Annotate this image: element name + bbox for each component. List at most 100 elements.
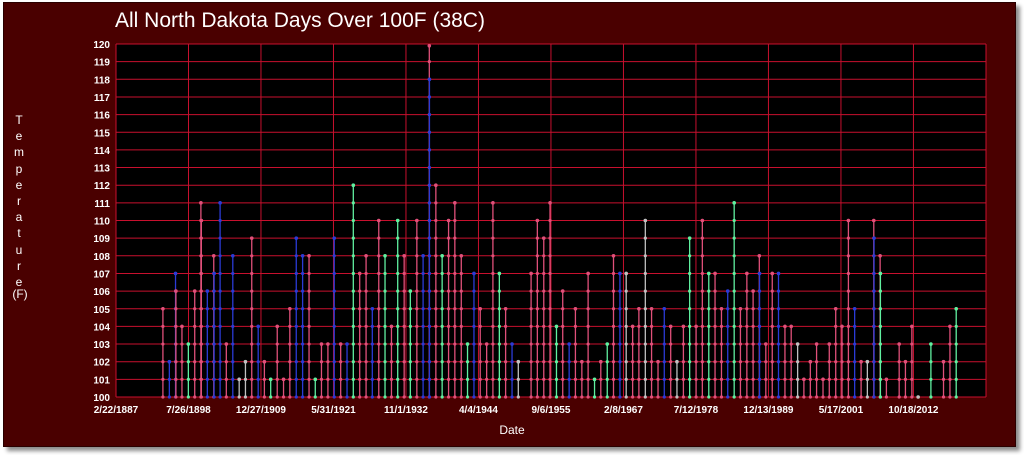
data-point bbox=[383, 342, 387, 346]
data-point bbox=[351, 324, 355, 328]
data-point bbox=[846, 360, 851, 364]
data-point bbox=[345, 377, 349, 381]
data-point bbox=[491, 201, 495, 205]
data-point bbox=[859, 377, 863, 381]
data-point bbox=[427, 183, 432, 187]
data-point bbox=[941, 377, 946, 381]
data-point bbox=[789, 360, 793, 364]
data-point bbox=[364, 377, 368, 381]
data-point bbox=[497, 395, 501, 399]
data-point bbox=[446, 271, 451, 276]
data-point bbox=[465, 395, 470, 399]
data-point bbox=[402, 254, 406, 258]
data-point bbox=[459, 342, 463, 346]
data-point bbox=[199, 254, 203, 258]
data-point bbox=[872, 360, 876, 364]
data-point bbox=[491, 289, 495, 293]
data-point bbox=[878, 342, 883, 346]
data-point bbox=[300, 254, 305, 258]
data-point bbox=[573, 324, 578, 328]
data-point bbox=[396, 271, 400, 276]
data-point bbox=[707, 289, 711, 293]
data-point bbox=[542, 395, 546, 399]
data-point bbox=[402, 307, 406, 311]
data-point bbox=[871, 218, 876, 223]
data-point bbox=[688, 254, 692, 258]
data-point bbox=[497, 324, 501, 328]
data-point bbox=[377, 307, 381, 311]
data-point bbox=[205, 377, 209, 381]
data-point bbox=[446, 324, 451, 328]
data-point bbox=[751, 395, 755, 399]
data-point bbox=[535, 307, 539, 311]
data-point bbox=[446, 342, 451, 346]
data-point bbox=[231, 307, 235, 311]
data-point bbox=[357, 271, 362, 276]
data-point bbox=[554, 360, 559, 364]
data-point bbox=[592, 377, 597, 382]
data-point bbox=[668, 324, 673, 329]
data-point bbox=[415, 218, 419, 223]
data-point bbox=[364, 307, 368, 311]
data-point bbox=[757, 377, 762, 381]
data-point bbox=[548, 307, 552, 311]
chart-title: All North Dakota Days Over 100F (38C) bbox=[115, 9, 485, 32]
data-point bbox=[535, 289, 539, 293]
data-point bbox=[440, 395, 444, 399]
data-point bbox=[364, 324, 368, 328]
data-point bbox=[332, 271, 336, 276]
data-point bbox=[726, 395, 730, 399]
data-point bbox=[802, 377, 806, 382]
data-point bbox=[561, 395, 565, 399]
data-point bbox=[440, 271, 444, 276]
data-point bbox=[180, 395, 184, 399]
data-point bbox=[485, 377, 489, 381]
data-point bbox=[618, 395, 622, 399]
data-point bbox=[275, 324, 280, 329]
data-point bbox=[370, 360, 374, 364]
data-point bbox=[757, 254, 762, 258]
data-point bbox=[770, 307, 774, 311]
data-point bbox=[472, 395, 476, 399]
data-point bbox=[402, 289, 406, 293]
data-point bbox=[573, 306, 578, 311]
data-point bbox=[427, 395, 432, 399]
data-point bbox=[472, 377, 476, 381]
data-point bbox=[770, 324, 774, 328]
data-point bbox=[846, 324, 851, 328]
data-point bbox=[332, 236, 337, 240]
data-point bbox=[396, 307, 400, 311]
data-point bbox=[954, 395, 958, 399]
data-point bbox=[459, 324, 463, 328]
data-point bbox=[776, 324, 781, 328]
data-point bbox=[783, 342, 787, 346]
data-point bbox=[294, 395, 298, 399]
data-point bbox=[427, 218, 432, 223]
data-point bbox=[738, 324, 743, 328]
data-point bbox=[694, 395, 698, 399]
data-point bbox=[707, 395, 711, 399]
data-point bbox=[643, 324, 647, 328]
data-point bbox=[548, 342, 552, 346]
data-point bbox=[656, 377, 660, 381]
data-point bbox=[542, 254, 546, 258]
data-series bbox=[161, 43, 959, 399]
data-point bbox=[624, 271, 628, 276]
data-point bbox=[624, 289, 628, 293]
data-point bbox=[250, 342, 254, 346]
data-point bbox=[580, 359, 584, 364]
data-point bbox=[421, 395, 425, 399]
data-point bbox=[637, 324, 641, 328]
data-point bbox=[358, 324, 362, 328]
data-point bbox=[408, 307, 412, 311]
data-point bbox=[237, 377, 241, 382]
data-point bbox=[707, 342, 711, 346]
data-point bbox=[415, 324, 419, 328]
data-point bbox=[611, 289, 616, 293]
data-point bbox=[497, 307, 501, 311]
data-point bbox=[465, 377, 470, 381]
data-point bbox=[738, 306, 743, 311]
data-point bbox=[383, 324, 387, 328]
data-point bbox=[542, 289, 546, 293]
